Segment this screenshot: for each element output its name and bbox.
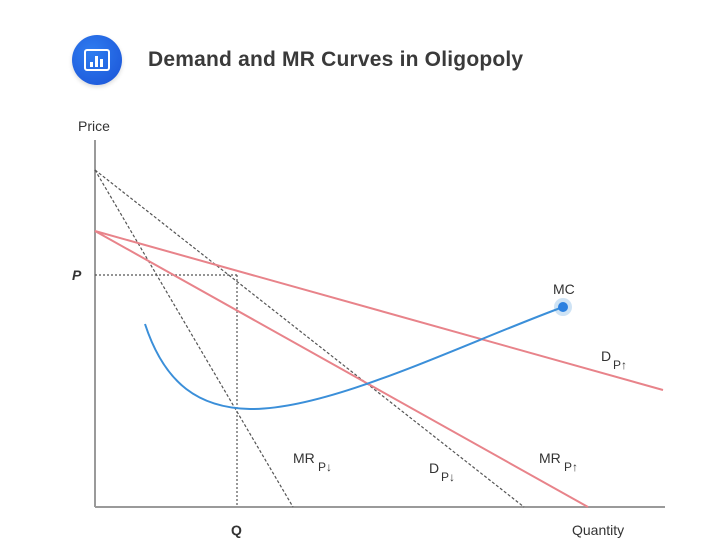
demand-price-down-line bbox=[94, 169, 525, 508]
svg-text:D: D bbox=[429, 460, 439, 476]
mr-price-up-line bbox=[94, 230, 589, 508]
svg-text:D: D bbox=[601, 348, 611, 364]
mr-price-down-line bbox=[94, 169, 294, 508]
quantity-axis-label: Quantity bbox=[572, 522, 624, 538]
demand-price-up-line bbox=[94, 230, 664, 391]
p-tick-label: P bbox=[72, 267, 82, 283]
svg-text:P↑: P↑ bbox=[613, 358, 627, 372]
mc-label: MC bbox=[553, 281, 575, 297]
svg-text:P↓: P↓ bbox=[318, 460, 332, 474]
bar-chart-icon bbox=[72, 35, 122, 85]
svg-text:P↓: P↓ bbox=[441, 470, 455, 484]
header: Demand and MR Curves in Oligopoly bbox=[72, 35, 523, 85]
mc-endpoint-dot bbox=[558, 302, 568, 312]
svg-text:MR: MR bbox=[293, 450, 315, 466]
q-tick-label: Q bbox=[231, 522, 242, 538]
svg-text:MR: MR bbox=[539, 450, 561, 466]
d-price-up-label: D P↑ bbox=[601, 348, 627, 372]
mc-curve bbox=[144, 306, 564, 411]
mr-price-up-label: MR P↑ bbox=[539, 450, 578, 474]
price-axis-label: Price bbox=[78, 118, 110, 134]
mr-price-down-label: MR P↓ bbox=[293, 450, 332, 474]
svg-text:P↑: P↑ bbox=[564, 460, 578, 474]
page-title: Demand and MR Curves in Oligopoly bbox=[148, 48, 524, 71]
d-price-down-label: D P↓ bbox=[429, 460, 455, 484]
